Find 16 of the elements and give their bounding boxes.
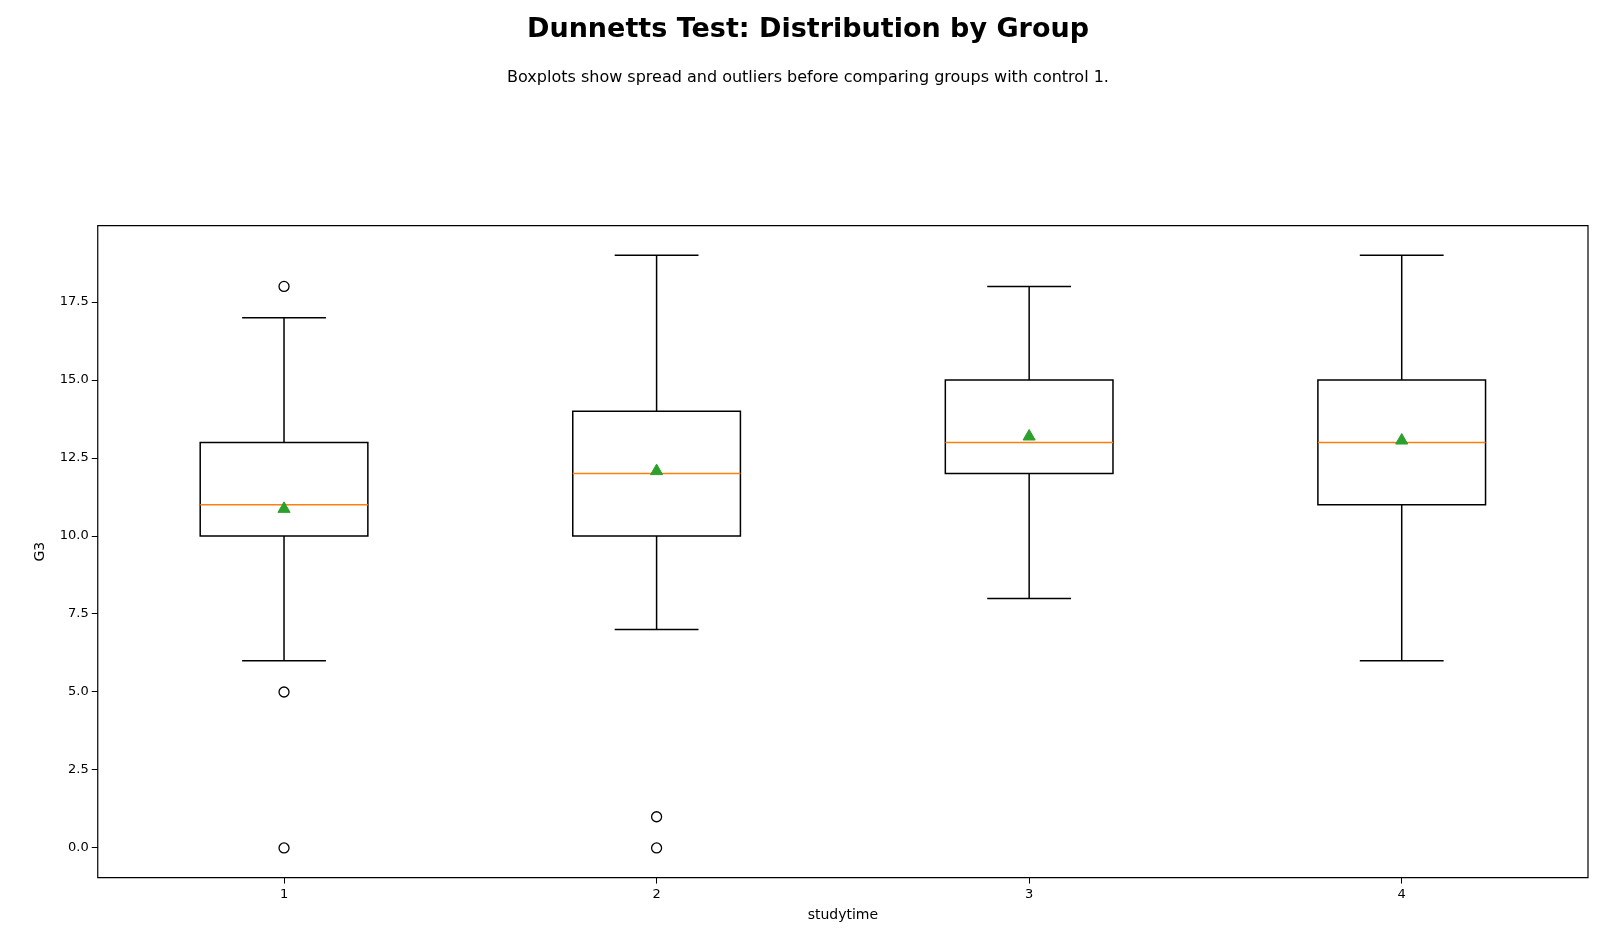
y-axis-title: G3 [31,541,48,562]
y-tick-label: 5.0 [68,683,89,699]
y-tick-label: 17.5 [59,293,89,309]
y-tick-label: 0.0 [68,839,89,855]
x-tick-label: 2 [652,885,661,901]
x-axis-title: studytime [807,906,879,923]
y-tick-label: 12.5 [59,449,89,465]
y-tick-label: 10.0 [59,527,89,543]
x-tick-label: 4 [1397,885,1406,901]
x-tick-label: 1 [279,885,289,901]
x-tick-label: 3 [1025,885,1034,901]
y-tick-label: 7.5 [68,605,89,621]
chart-subtitle: Boxplots show spread and outliers before comparing groups with control 1. [507,67,1109,87]
y-tick-label: 15.0 [59,371,89,387]
chart-title: Dunnetts Test: Distribution by Group [527,12,1089,44]
y-tick-label: 2.5 [68,761,89,777]
